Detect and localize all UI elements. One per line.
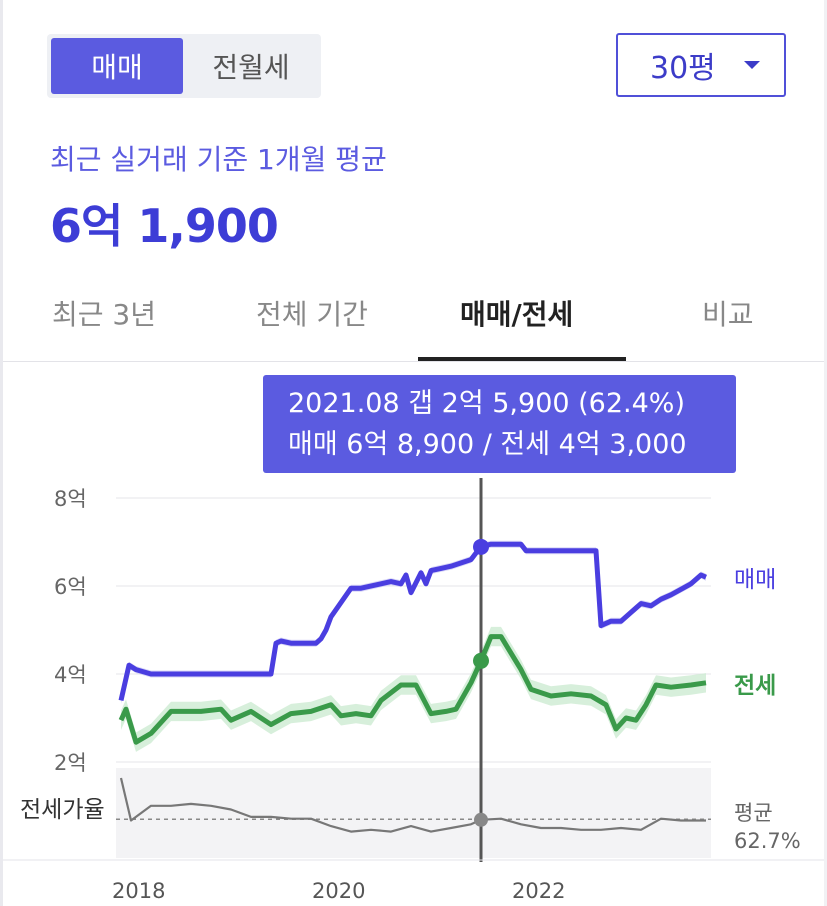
period-tabs: 최근 3년 전체 기간 매매/전세 비교 [0, 285, 827, 365]
y-axis-ticks: 8억 6억 4억 2억 [54, 487, 87, 775]
sale-highlight-point [473, 538, 489, 555]
ratio-average-label: 평균 [734, 801, 773, 825]
jeonse-range-band [121, 626, 706, 752]
ratio-highlight-point [474, 812, 488, 827]
x-axis-ticks: 2018 2020 2022 [112, 879, 565, 903]
y-tick-label: 8억 [54, 487, 87, 511]
tab-recent-3-years[interactable]: 최근 3년 [52, 298, 156, 331]
trade-type-toggle: 매매 전월세 [47, 34, 321, 98]
area-select[interactable]: 30평 [616, 33, 786, 97]
tooltip-price-line: 매매 6억 8,900 / 전세 4억 3,000 [288, 429, 687, 460]
tab-sale-jeonse[interactable]: 매매/전세 [460, 298, 574, 331]
y-tick-label: 4억 [54, 663, 87, 687]
toggle-option-sale[interactable]: 매매 [51, 38, 183, 94]
jeonse-ratio-line [119, 777, 706, 833]
jeonse-price-line [118, 634, 707, 745]
active-tab-underline [418, 357, 626, 361]
x-tick-label: 2022 [512, 879, 565, 903]
toggle-option-rent[interactable]: 전월세 [212, 51, 290, 84]
tabs-divider [3, 361, 824, 362]
tab-compare[interactable]: 비교 [702, 298, 754, 331]
jeonse-highlight-point [473, 652, 489, 669]
tab-all-period[interactable]: 전체 기간 [256, 298, 368, 331]
caret-down-icon [744, 61, 760, 69]
summary-subtitle: 최근 실거래 기준 1개월 평균 [50, 143, 387, 176]
sale-price-line [118, 541, 708, 701]
range-bands [121, 540, 706, 752]
y-tick-label: 6억 [54, 575, 87, 599]
ratio-panel-background [116, 768, 711, 858]
x-tick-label: 2018 [112, 879, 165, 903]
left-border [0, 0, 3, 906]
ratio-label: 전세가율 [20, 797, 105, 823]
legend-sale: 매매 [734, 567, 776, 593]
area-select-value: 30평 [650, 51, 716, 86]
right-border [824, 0, 827, 906]
ratio-average-value: 62.7% [734, 829, 801, 853]
chart-tooltip: 2021.08 갭 2억 5,900 (62.4%) 매매 6억 8,900 /… [263, 375, 736, 473]
x-tick-label: 2020 [312, 879, 365, 903]
legend-jeonse: 전세 [734, 673, 776, 699]
summary-price: 6억 1,900 [50, 199, 279, 253]
tooltip-gap-line: 2021.08 갭 2억 5,900 (62.4%) [288, 388, 685, 419]
y-tick-label: 2억 [54, 751, 87, 775]
